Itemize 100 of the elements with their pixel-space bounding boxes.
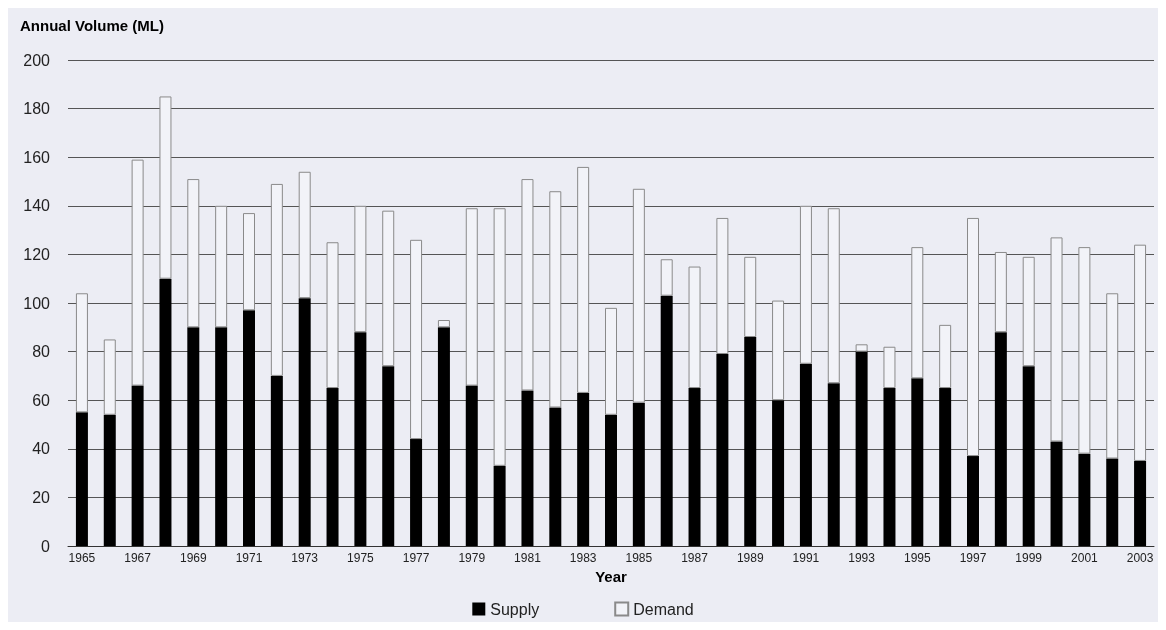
bar — [243, 213, 255, 311]
y-tick-label: 160 — [23, 148, 51, 166]
bar — [744, 256, 757, 338]
bar — [827, 208, 840, 384]
bar — [521, 179, 534, 391]
bar — [243, 310, 255, 546]
y-tick-label: 120 — [23, 245, 51, 263]
bar — [688, 388, 701, 546]
x-tick-label: 2001 — [1071, 551, 1099, 565]
bar — [883, 388, 896, 546]
bar — [939, 388, 952, 546]
y-tick-label: 80 — [32, 343, 51, 361]
bar — [994, 251, 1007, 333]
x-tick-label: 1993 — [848, 551, 876, 565]
bar — [1134, 460, 1147, 546]
bar — [744, 337, 757, 546]
bar — [465, 208, 478, 386]
bar — [131, 385, 144, 546]
bar — [716, 354, 729, 546]
bar — [326, 388, 339, 546]
x-tick-label: 1971 — [235, 551, 263, 565]
bar — [549, 191, 562, 408]
bar — [187, 179, 200, 328]
bar — [577, 392, 590, 546]
x-tick-label: 2003 — [1126, 551, 1154, 565]
bar — [493, 465, 506, 546]
x-tick-label: 1995 — [903, 551, 931, 565]
bar — [465, 385, 478, 546]
bar — [187, 327, 200, 546]
bar — [354, 205, 367, 333]
bar — [605, 307, 617, 415]
x-tick-label: 1965 — [68, 551, 96, 565]
bar — [131, 159, 144, 386]
bar — [577, 166, 590, 393]
bar — [967, 456, 979, 546]
bar — [410, 439, 423, 546]
bar — [855, 344, 868, 352]
bar — [855, 351, 868, 546]
bar — [827, 383, 840, 546]
y-tick-label: 0 — [41, 537, 51, 555]
bar — [1022, 256, 1035, 367]
y-tick-label: 140 — [23, 197, 51, 215]
x-tick-label: 1983 — [569, 551, 597, 565]
bar — [660, 295, 673, 546]
x-tick-label: 1967 — [124, 551, 152, 565]
bar — [354, 332, 367, 546]
y-tick-label: 20 — [32, 488, 51, 506]
x-tick-label: 1981 — [514, 551, 542, 565]
x-tick-label: 1979 — [458, 551, 486, 565]
bar — [493, 208, 506, 466]
x-tick-label: 1975 — [347, 551, 375, 565]
bar — [911, 247, 924, 379]
bar — [994, 332, 1007, 546]
y-tick-label: 60 — [32, 391, 51, 409]
bar — [159, 96, 172, 279]
bar — [215, 205, 228, 328]
x-tick-label: 1997 — [959, 551, 987, 565]
bar — [1134, 244, 1147, 461]
bar — [382, 366, 395, 546]
bar — [688, 266, 701, 389]
bar — [799, 363, 812, 546]
bar — [632, 188, 645, 403]
bar — [939, 324, 952, 389]
bar — [215, 327, 228, 546]
y-axis-title: Annual Volume (ML) — [20, 17, 164, 34]
bar — [632, 402, 645, 546]
bar — [298, 171, 311, 299]
x-tick-label: 1999 — [1015, 551, 1043, 565]
bar — [159, 278, 172, 546]
bar — [103, 339, 116, 415]
bar — [437, 320, 450, 328]
x-tick-label: 1991 — [792, 551, 820, 565]
legend-label: Supply — [490, 600, 540, 618]
bar — [103, 414, 116, 546]
bar — [270, 183, 283, 376]
bar — [716, 217, 729, 355]
bar — [75, 412, 88, 546]
bar — [521, 390, 534, 546]
legend-label: Demand — [633, 600, 694, 618]
bar — [1078, 453, 1091, 546]
bar — [1106, 458, 1119, 546]
bar — [772, 300, 785, 401]
y-tick-label: 180 — [23, 100, 51, 118]
bar — [1050, 237, 1063, 442]
bar — [75, 293, 88, 413]
bar — [1022, 366, 1035, 546]
x-tick-label: 1989 — [736, 551, 764, 565]
bar — [298, 298, 311, 546]
bar — [883, 346, 896, 389]
x-tick-label: 1977 — [402, 551, 430, 565]
y-tick-label: 200 — [23, 51, 51, 69]
x-tick-label: 1985 — [625, 551, 653, 565]
bar — [967, 217, 979, 457]
bar — [660, 259, 673, 296]
bar — [1078, 247, 1091, 454]
bar — [270, 375, 283, 546]
bar — [326, 242, 339, 389]
bar — [772, 400, 785, 546]
bar — [549, 407, 562, 546]
bar — [799, 205, 812, 364]
